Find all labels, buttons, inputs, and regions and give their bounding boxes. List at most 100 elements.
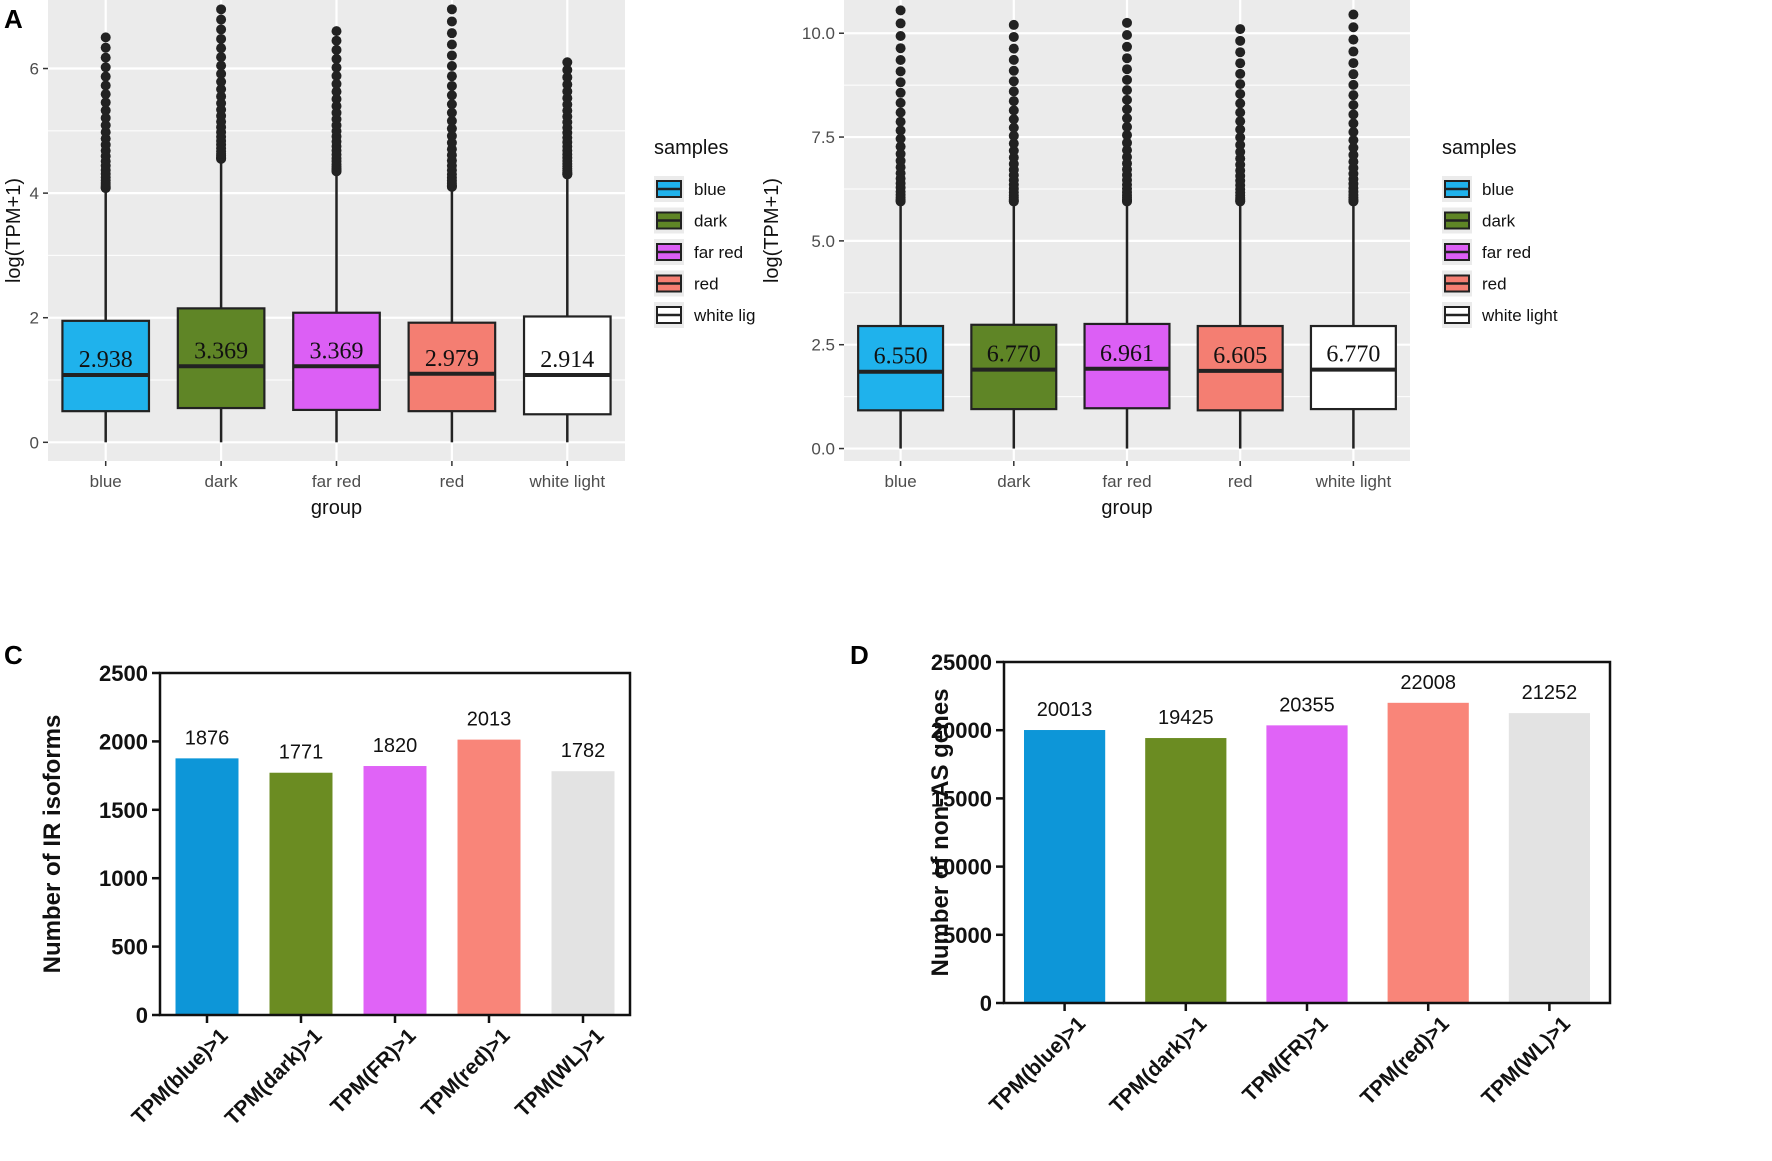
outlier-point (562, 57, 573, 68)
outlier-point (1008, 122, 1019, 133)
outlier-point (446, 16, 457, 27)
outlier-point (446, 123, 457, 134)
outlier-point (895, 43, 906, 54)
outlier-point (331, 78, 342, 89)
y-tick-label: 20000 (931, 718, 992, 743)
outlier-point (1008, 145, 1019, 156)
box-blue (61, 319, 151, 413)
x-tick-label: far red (312, 472, 361, 491)
outlier-point (1122, 64, 1132, 75)
x-axis-title: group (1101, 497, 1152, 519)
y-tick-label: 25000 (931, 650, 992, 675)
legend-entry-label: dark (694, 212, 728, 231)
outlier-point (100, 52, 111, 63)
outlier-point (1348, 79, 1359, 90)
y-axis-title: log(TPM+1) (761, 178, 783, 283)
outlier-point (1348, 9, 1359, 20)
x-tick-label: TPM(red)>1 (1356, 1012, 1454, 1110)
outlier-point (895, 87, 906, 98)
y-tick-label: 7.5 (811, 128, 835, 147)
outlier-point (1235, 79, 1246, 90)
outlier-point (216, 33, 227, 44)
outlier-point (562, 64, 573, 75)
legend-entry-label: far red (694, 243, 743, 262)
outlier-point (1235, 124, 1246, 135)
outlier-point (1122, 17, 1132, 28)
outlier-point (895, 18, 906, 29)
x-tick-label: TPM(WL)>1 (1477, 1012, 1575, 1110)
legend-entry-label: dark (1482, 212, 1516, 231)
outlier-point (562, 72, 573, 83)
outlier-point (1008, 76, 1019, 87)
outlier-point (100, 71, 111, 82)
outlier-point (895, 5, 906, 16)
outlier-point (1235, 107, 1246, 118)
outlier-point (1348, 34, 1359, 45)
x-tick-label: TPM(dark)>1 (221, 1024, 327, 1130)
outlier-point (446, 50, 457, 61)
outlier-point (216, 24, 227, 35)
bar-value-label: 1820 (373, 735, 418, 757)
y-axis-title: log(TPM+1) (3, 178, 25, 283)
legend-entry-label: white light (1481, 306, 1558, 325)
outlier-point (446, 115, 457, 126)
outlier-point (331, 101, 342, 112)
bar-panel-d: 20013 TPM(blue)>1 19425 TPM(dark)>1 20355 TPM… (927, 650, 1612, 1118)
y-tick-label: 2000 (99, 729, 148, 754)
outlier-point (446, 99, 457, 110)
x-tick-label: white light (1315, 472, 1392, 491)
y-tick-label: 5.0 (811, 232, 835, 251)
outlier-point (100, 120, 111, 131)
bar-panel-c: 1876 TPM(blue)>1 1771 TPM(dark)>1 1820 TPM(FR… (39, 661, 632, 1130)
plot-frame (1002, 660, 1612, 1005)
outlier-point (1008, 19, 1019, 30)
outlier-point (1122, 104, 1132, 115)
y-tick-label: 1000 (99, 866, 148, 891)
outlier-point (331, 35, 342, 46)
outlier-point (1348, 142, 1359, 153)
x-tick-label: TPM(FR)>1 (326, 1024, 420, 1118)
y-tick-label: 0 (136, 1003, 148, 1028)
legend-entry-label: blue (694, 180, 726, 199)
outlier-point (1235, 35, 1246, 46)
outlier-point (1348, 109, 1359, 120)
outlier-point (1235, 116, 1246, 127)
outlier-point (1235, 98, 1246, 109)
x-tick-label: TPM(dark)>1 (1106, 1012, 1212, 1118)
outlier-point (1235, 88, 1246, 99)
outlier-point (216, 84, 227, 95)
outlier-point (331, 62, 342, 73)
outlier-point (1122, 113, 1132, 124)
legend-title: samples (654, 137, 728, 159)
x-tick-label: blue (90, 472, 122, 491)
outlier-point (216, 76, 227, 87)
bar-TPM(WL)>1 (551, 771, 615, 1015)
x-tick-label: dark (205, 472, 239, 491)
outlier-point (1008, 31, 1019, 42)
outlier-point (216, 14, 227, 25)
outlier-point (895, 77, 906, 88)
outlier-point (562, 86, 573, 97)
outlier-point (446, 4, 457, 15)
box-white-light (522, 315, 612, 416)
outlier-point (446, 90, 457, 101)
box-value-label: 6.550 (874, 344, 928, 370)
outlier-point (100, 97, 111, 108)
bar-value-label: 1771 (279, 742, 324, 764)
outlier-point (895, 107, 906, 118)
legend-title: samples (1442, 137, 1516, 159)
outlier-point (1122, 41, 1132, 52)
bar-value-label: 22008 (1400, 672, 1456, 694)
legend-entry-label: blue (1482, 180, 1514, 199)
x-tick-label: blue (885, 472, 917, 491)
panel-letter-c: C (4, 640, 23, 670)
outlier-point (446, 28, 457, 39)
outlier-point (100, 89, 111, 100)
outlier-point (1122, 152, 1132, 163)
legend-entry-label: red (694, 275, 719, 294)
x-tick-label: TPM(WL)>1 (511, 1024, 609, 1122)
box-dark (970, 323, 1058, 411)
legend-entry-label: red (1482, 275, 1507, 294)
box-value-label: 6.605 (1213, 343, 1267, 369)
x-tick-label: TPM(blue)>1 (985, 1012, 1090, 1117)
